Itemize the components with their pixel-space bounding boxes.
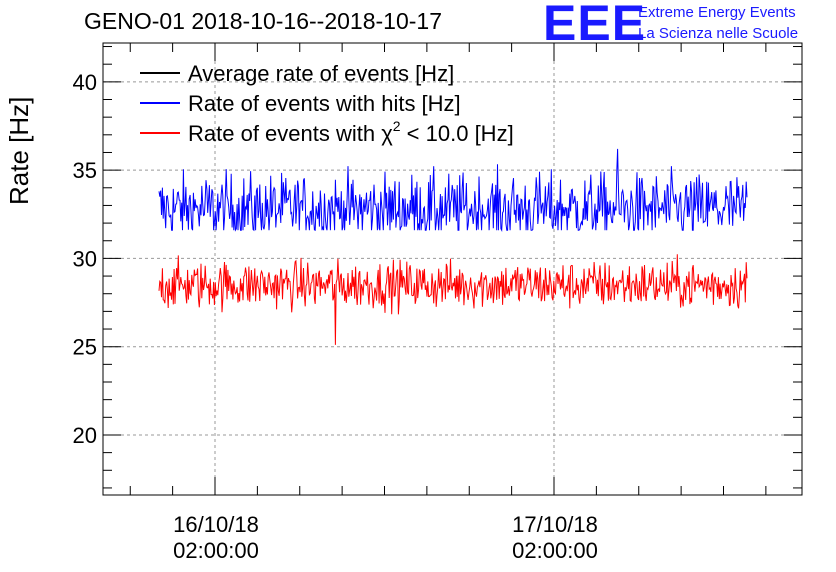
legend-label-2: Rate of events with hits [Hz] [188, 91, 461, 116]
x-tick-time-1: 02:00:00 [173, 538, 259, 563]
logo-line-2: La Scienza nelle Scuole [638, 25, 799, 42]
x-tick-date-1: 16/10/18 [173, 512, 259, 537]
y-tick-label: 35 [73, 158, 97, 183]
y-tick-label: 25 [73, 335, 97, 360]
x-tick-label-1: 16/10/18 02:00:00 [146, 512, 286, 564]
legend-label-3: Rate of events with χ2 < 10.0 [Hz] [188, 118, 514, 146]
chart-title: GENO-01 2018-10-16--2018-10-17 [84, 8, 442, 34]
logo-line-1: Extreme Energy Events [638, 4, 796, 21]
series-line-3 [158, 254, 748, 345]
y-tick-label: 20 [73, 423, 97, 448]
plot-frame [102, 42, 803, 496]
y-tick-label: 40 [73, 70, 97, 95]
x-tick-time-2: 02:00:00 [512, 538, 598, 563]
legend-label-1: Average rate of events [Hz] [188, 61, 454, 86]
x-tick-date-2: 17/10/18 [512, 512, 598, 537]
series-line-2 [158, 148, 748, 233]
y-tick-label: 30 [73, 246, 97, 271]
x-tick-label-2: 17/10/18 02:00:00 [485, 512, 625, 564]
